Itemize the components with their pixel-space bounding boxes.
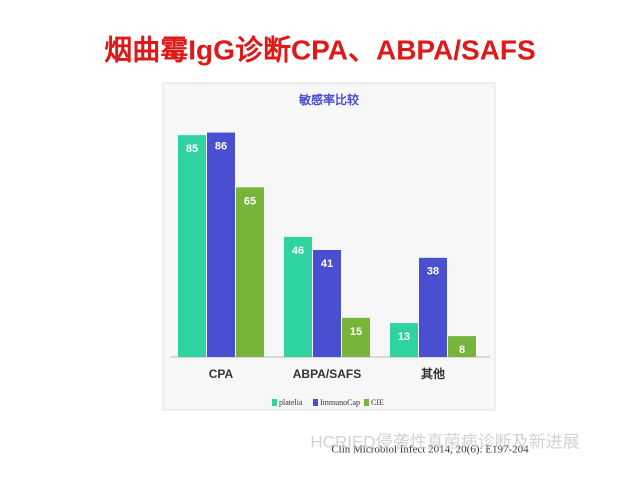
- data-label: 41: [321, 258, 333, 270]
- data-label: 8: [459, 344, 465, 356]
- bar: [390, 323, 418, 357]
- bar: [342, 317, 370, 357]
- bar: [207, 132, 235, 357]
- slide-title: 烟曲霉IgG诊断CPA、ABPA/SAFS: [104, 33, 535, 65]
- legend-swatch: [272, 399, 277, 406]
- data-label: 46: [292, 245, 304, 257]
- bar: [236, 187, 264, 357]
- bar: [284, 236, 312, 357]
- legend-swatch: [364, 399, 369, 406]
- x-tick-label: 其他: [421, 366, 445, 381]
- legend-label: ImmunoCap: [320, 398, 360, 407]
- bar: [313, 249, 341, 357]
- bar: [448, 336, 476, 357]
- chart-title: 敏感率比较: [298, 92, 359, 107]
- legend-swatch: [313, 399, 318, 406]
- x-tick-label: CPA: [209, 367, 234, 381]
- data-label: 85: [186, 143, 198, 155]
- x-tick-label: ABPA/SAFS: [293, 367, 361, 381]
- citation: Clin Microbiol Infect 2014, 20(6): E197-…: [331, 444, 529, 456]
- legend-label: CIE: [371, 398, 384, 407]
- legend-label: platelia: [279, 398, 303, 407]
- data-label: 86: [215, 140, 227, 152]
- data-label: 65: [244, 195, 256, 207]
- watermark: HCRIED侵袭性真菌病诊断及新进展: [310, 432, 579, 451]
- bar: [178, 135, 206, 357]
- data-label: 13: [398, 331, 410, 343]
- bar: [419, 257, 447, 357]
- data-label: 15: [350, 326, 362, 338]
- data-label: 38: [427, 266, 439, 278]
